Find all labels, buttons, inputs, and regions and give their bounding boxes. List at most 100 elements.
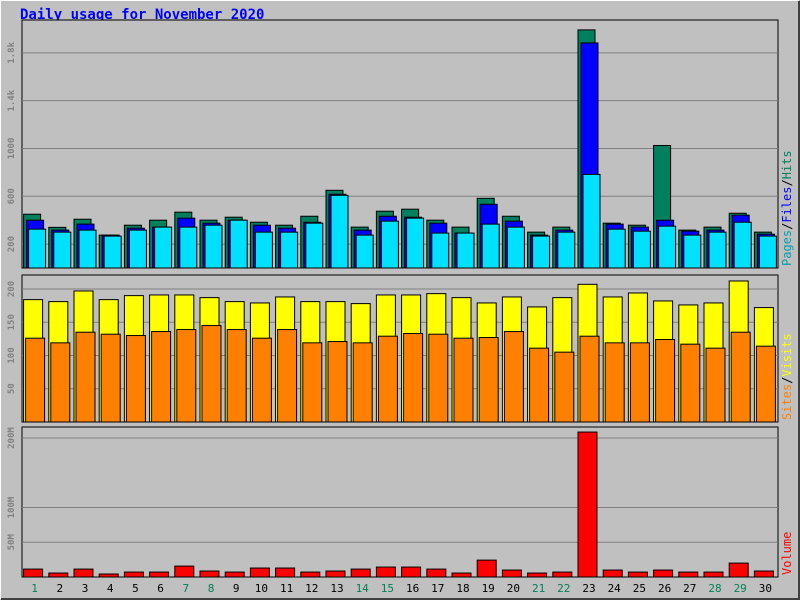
- x-tick-label: 5: [132, 582, 139, 595]
- bar: [275, 567, 296, 578]
- bar: [73, 568, 94, 578]
- bar: [229, 219, 248, 269]
- x-tick-label: 12: [305, 582, 318, 595]
- bar: [302, 342, 323, 423]
- plot-area: [21, 274, 779, 423]
- bar: [28, 228, 47, 269]
- bar: [629, 342, 650, 423]
- bar: [602, 569, 623, 578]
- bar: [254, 231, 273, 269]
- bar: [653, 569, 674, 578]
- x-tick-label: 17: [431, 582, 444, 595]
- legend: Pages/Files/Hits: [780, 150, 794, 266]
- bar: [607, 228, 626, 269]
- bar: [98, 573, 119, 578]
- bar: [179, 226, 198, 269]
- legend-separator: /: [780, 377, 794, 384]
- bar: [375, 566, 396, 578]
- x-tick-label: 21: [532, 582, 545, 595]
- legend-separator: /: [780, 179, 794, 186]
- bar: [703, 571, 724, 578]
- bar: [199, 570, 220, 578]
- bar: [327, 341, 348, 423]
- bar: [100, 333, 121, 423]
- x-tick-label: 15: [381, 582, 394, 595]
- bar: [604, 342, 625, 423]
- legend-separator: /: [780, 223, 794, 230]
- y-tick-label: 200M: [7, 427, 17, 449]
- bar: [501, 569, 522, 578]
- bar: [579, 335, 600, 423]
- y-tick-label: 50M: [7, 534, 17, 551]
- bar: [300, 571, 321, 578]
- bar: [426, 568, 447, 578]
- y-tick-label: 100: [7, 347, 17, 363]
- x-tick-label: 27: [683, 582, 696, 595]
- bar: [123, 571, 144, 578]
- bar: [758, 235, 777, 269]
- bar: [48, 572, 69, 578]
- x-tick-label: 29: [734, 582, 747, 595]
- legend: Sites/Visits: [780, 333, 794, 420]
- bar: [428, 333, 449, 423]
- bar: [380, 220, 399, 269]
- x-tick-label: 19: [482, 582, 495, 595]
- x-tick-label: 3: [82, 582, 89, 595]
- bar: [582, 173, 601, 269]
- bar: [204, 224, 223, 269]
- bar: [154, 226, 173, 269]
- x-tick-label: 6: [157, 582, 164, 595]
- legend: Volume: [780, 532, 794, 575]
- y-tick-label: 200: [7, 236, 17, 252]
- bar: [25, 337, 46, 423]
- y-tick-label: 1000: [7, 138, 17, 160]
- y-tick-label: 100M: [7, 496, 17, 518]
- bar: [755, 345, 776, 423]
- bar: [632, 230, 651, 269]
- x-tick-label: 23: [582, 582, 595, 595]
- x-tick-label: 11: [280, 582, 293, 595]
- y-tick-label: 1.8k: [7, 41, 17, 63]
- bar: [128, 229, 147, 269]
- x-tick-label: 1: [31, 582, 38, 595]
- bar: [658, 225, 677, 269]
- bar: [403, 333, 424, 423]
- bar: [53, 231, 72, 269]
- bar: [355, 234, 374, 269]
- bar: [730, 331, 751, 423]
- bar: [151, 331, 172, 423]
- plot-area: [21, 19, 779, 269]
- bar: [451, 572, 472, 578]
- bar: [680, 343, 701, 423]
- bar: [577, 431, 598, 578]
- legend-entry: Volume: [780, 532, 794, 575]
- bar: [280, 231, 299, 269]
- x-tick-label: 9: [233, 582, 240, 595]
- bar: [75, 331, 96, 423]
- bar: [50, 342, 71, 423]
- bar: [377, 335, 398, 423]
- bar: [201, 325, 222, 423]
- x-tick-label: 18: [456, 582, 469, 595]
- bar: [453, 337, 474, 423]
- bar: [527, 572, 548, 578]
- bar: [406, 217, 425, 269]
- bar: [678, 571, 699, 578]
- bar: [330, 194, 349, 269]
- legend-entry: Sites: [780, 384, 794, 420]
- y-tick-label: 50: [7, 383, 17, 394]
- bar: [529, 347, 550, 423]
- x-tick-label: 14: [356, 582, 370, 595]
- x-tick-label: 7: [182, 582, 189, 595]
- plot-area: [21, 426, 779, 578]
- x-tick-label: 2: [56, 582, 63, 595]
- bar: [728, 562, 749, 578]
- x-tick-label: 10: [255, 582, 268, 595]
- bar: [174, 565, 195, 578]
- legend-entry: Pages: [780, 230, 794, 266]
- bar: [352, 342, 373, 423]
- bar: [224, 571, 245, 578]
- legend-entry: Files: [780, 187, 794, 223]
